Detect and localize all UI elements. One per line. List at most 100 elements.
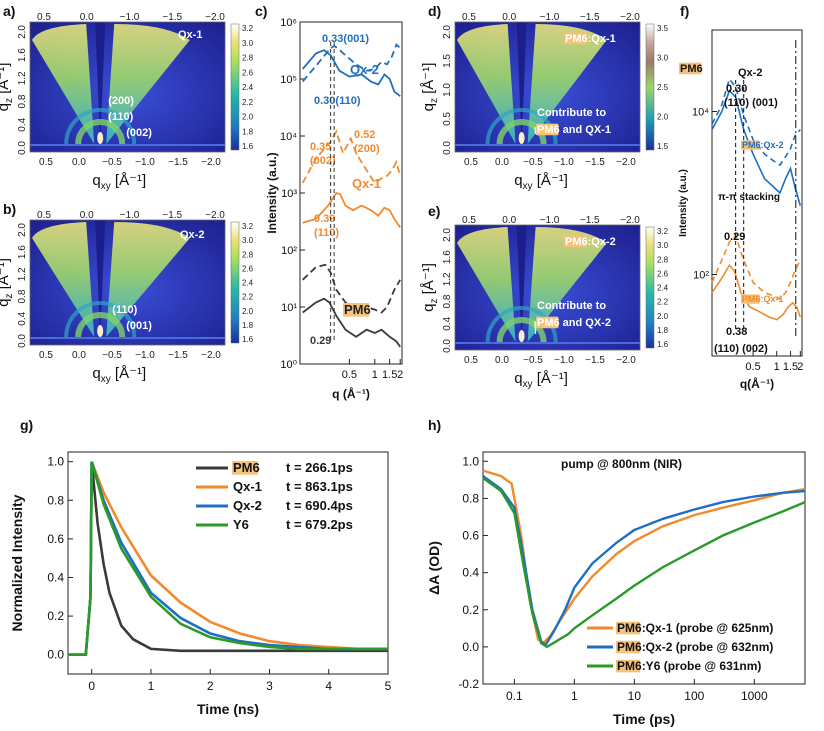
sample-label-text: PM6:Qx-1 [565,33,616,45]
colorbar [230,23,240,151]
label-part: Qx-2 [233,498,262,513]
colorbar-tick-label: 3.0 [657,241,669,250]
horizon-line [455,342,640,344]
diffraction-ring [64,301,137,338]
series-label: PM6:Qx-1 [741,294,784,304]
x-tick-top-label: 0.0 [80,12,94,23]
x-tick-top-label: −1.0 [540,12,560,23]
peak-label: (110) [112,304,137,316]
legend-label: Qx-2 [233,498,262,513]
y-tick-label: 0.8 [462,491,479,505]
x-tick-label: 0 [88,679,95,693]
label-part: xy [523,181,533,192]
sample-label: PM6:Qx-1 [564,32,616,45]
x-tick-label: −1.5 [168,157,188,168]
pm6-highlight [679,62,702,75]
x-tick-label: −0.5 [102,350,122,361]
y-tick-label: 0.4 [17,311,28,325]
panel-frame [454,224,641,351]
colorbar-tick-label: 1.6 [657,340,669,349]
x-tick-label: −1.5 [585,157,605,168]
legend-label-text: PM6:Y6 (probe @ 631nm) [617,659,761,673]
colorbar-tick-label: 3.0 [657,54,669,63]
x-tick-top-label: 0.5 [462,215,476,226]
y-tick-label: 1.6 [17,245,28,259]
x-tick-label: 100 [684,689,704,703]
label-part: PM6 [617,621,642,635]
annotation-text: PM6 and QX-1 [537,124,611,136]
x-tick-top-label: −1.0 [540,215,560,226]
x-tick-label: 0.5 [745,361,760,373]
peak-annotation: (110) [314,227,339,239]
label-part: [Å⁻¹] [420,63,437,98]
colorbar-tick-label: 1.8 [242,127,254,136]
y-tick-label: 1.2 [17,71,28,85]
x-axis-title: qxy [Å⁻¹] [514,370,568,390]
label-part: z [4,294,15,299]
x-tick-top-label: 0.0 [502,12,516,23]
legend-value: t = 863.1ps [286,479,353,494]
series-label-text: PM6 [344,302,371,317]
label-part: z [429,299,440,304]
y-tick-label: 10⁰ [280,359,297,371]
label-part: q [514,172,522,189]
label-part: xy [523,379,533,390]
series-line [482,469,806,645]
label-part: z [4,98,15,103]
annotation-text: PM6 and QX-2 [537,317,611,329]
y-axis-title: qz [Å⁻¹] [420,263,440,312]
diffraction-ring [75,119,126,145]
y-tick-label: 10⁵ [280,74,297,86]
panel-frame [29,21,226,153]
colorbar-tick-label: 2.2 [657,298,669,307]
y-tick-label: 0.0 [47,648,64,662]
y-axis-title: qz [Å⁻¹] [0,63,15,112]
label-part: z [429,98,440,103]
y-tick-label: 0.8 [17,94,28,108]
y-tick-label: 1.0 [442,83,453,97]
colorbar-tick-label: 2.4 [242,83,254,92]
y-tick-label: 0.6 [462,529,479,543]
series-label: PM6:Qx-2 [741,140,784,150]
y-tick-label: 0.4 [442,316,453,330]
chart-title: pump @ 800nm (NIR) [561,457,682,471]
annotation: 0.38 [726,326,747,338]
y-tick-label: 0.0 [17,334,28,348]
series-line [302,49,401,97]
label-part: :Qx-2 [761,140,784,150]
x-tick-label: 0.5 [464,157,478,168]
y-tick-label: 0.8 [17,289,28,303]
y-tick-label: 2.0 [442,25,453,39]
plot-frame-h [482,451,806,685]
x-tick-label: 0.5 [39,157,53,168]
label-part: PM6 [565,33,588,45]
series-line [302,263,401,314]
colorbar-tick-label: 1.5 [657,142,669,151]
x-tick-label: −1.0 [135,350,155,361]
y-tick-label: 0.0 [442,339,453,353]
label-part: PM6 [565,236,588,248]
x-tick-label: −1.0 [135,157,155,168]
y-tick-label: 10¹ [281,302,297,314]
series-line [68,461,388,656]
series-label: Qx-1 [352,176,381,191]
colorbar-tick-label: 2.8 [242,250,254,259]
x-tick-label: −0.5 [523,157,543,168]
annotation-arrow [534,320,537,335]
y-axis-title: qz [Å⁻¹] [420,63,440,112]
y-axis-title: Normalized Intensity [9,494,25,631]
colorbar-tick-label: 1.8 [657,326,669,335]
legend-label: PM6:Y6 (probe @ 631nm) [616,659,761,673]
horizon-line [455,144,640,146]
panel-letter: a) [3,3,15,19]
missing-wedge [516,22,527,144]
annotation: Contribute to [537,107,606,119]
legend-label-text: Qx-2 [233,498,262,513]
label-part: and QX-1 [560,124,611,136]
giwaxs-panels: 0.5 0.0 −0.5 −1.0 −1.5 −2.0 0.5 0.0 −1.0 −1.5 −2.0… [0,3,669,390]
annotation: (110) (001) [724,97,778,109]
pm6-highlight [536,316,559,329]
pm6-highlight [564,235,587,248]
label-part: q [514,370,522,387]
colorbar-tick-label: 2.6 [242,264,254,273]
